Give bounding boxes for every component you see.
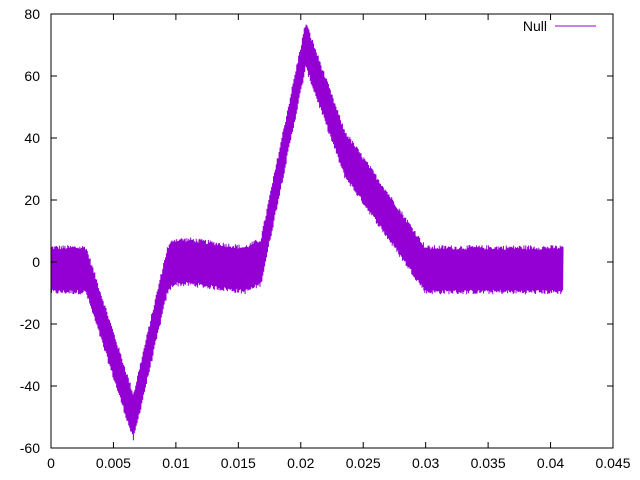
x-tick-label: 0 [47,455,55,471]
y-tick-label: 0 [32,254,40,270]
x-tick-label: 0.025 [346,455,381,471]
x-tick-label: 0.045 [595,455,630,471]
x-tick-label: 0.02 [287,455,314,471]
x-tick-label: 0.015 [221,455,256,471]
y-tick-label: 80 [24,6,40,22]
y-tick-label: -20 [20,316,40,332]
legend: Null [523,18,596,34]
series-line-null [50,24,564,441]
plot-frame [50,13,614,449]
x-tick-label: 0.03 [412,455,439,471]
y-tick-label: -60 [20,440,40,456]
y-tick-label: 20 [24,192,40,208]
x-tick-label: 0.035 [471,455,506,471]
legend-label-null: Null [523,18,547,34]
y-tick-label: 60 [24,68,40,84]
x-tick-label: 0.01 [162,455,189,471]
series-layer [50,24,564,441]
x-tick-label: 0.005 [96,455,131,471]
x-tick-label: 0.04 [537,455,564,471]
y-tick-label: -40 [20,378,40,394]
axes-layer: 0 0.005 0.01 0.015 0.02 0.025 0.03 0.035 0.04 0.0… [20,6,631,471]
y-tick-label: 40 [24,130,40,146]
